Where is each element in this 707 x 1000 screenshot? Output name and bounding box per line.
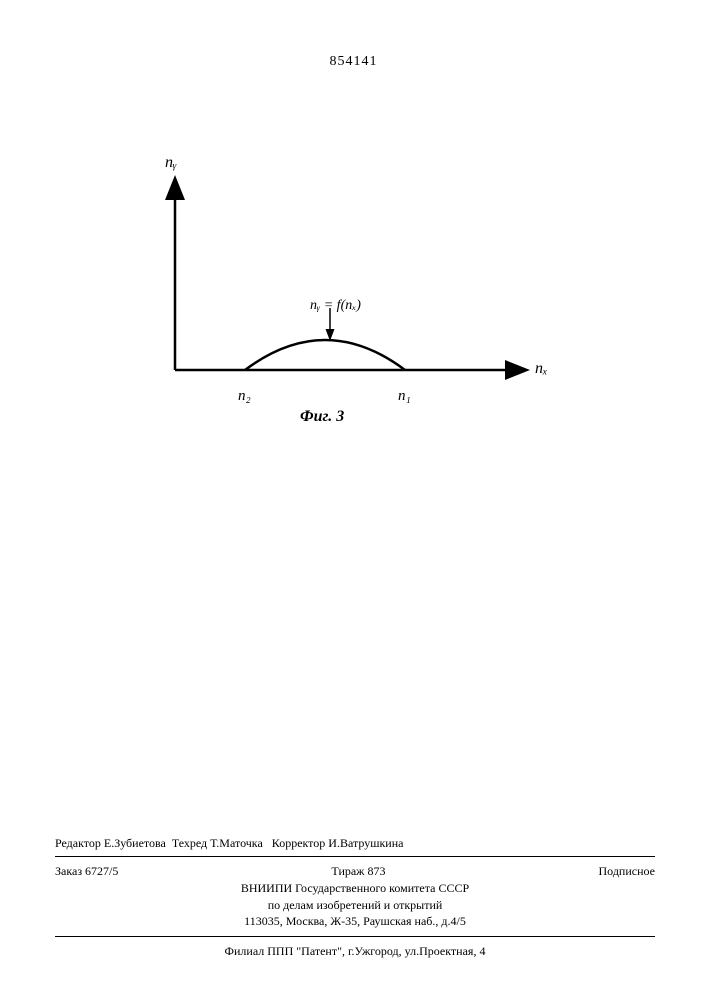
x-tick-n1: n₁: [398, 388, 411, 405]
figure-3-chart: nᵧ nₓ n₂ n₁ nᵧ = f(nₓ) Фиг. 3: [135, 160, 555, 420]
print-run: Тираж 873: [331, 863, 385, 880]
order-block: Заказ 6727/5 Тираж 873 Подписное ВНИИПИ …: [55, 863, 655, 930]
filial-line: Филиал ППП "Патент", г.Ужгород, ул.Проек…: [55, 943, 655, 960]
org-line-1: ВНИИПИ Государственного комитета СССР: [55, 880, 655, 897]
org-line-2: по делам изобретений и открытий: [55, 897, 655, 914]
figure-caption: Фиг. 3: [300, 408, 344, 426]
chart-svg: [135, 160, 555, 420]
techred-role: Техред: [172, 836, 207, 850]
footer-divider: [55, 936, 655, 937]
order-number: Заказ 6727/5: [55, 863, 118, 880]
curve-equation-label: nᵧ = f(nₓ): [310, 298, 361, 314]
patent-number: 854141: [0, 54, 707, 70]
editor-role: Редактор: [55, 836, 101, 850]
imprint-footer: Редактор Е.Зубиетова Техред Т.Маточка Ко…: [55, 835, 655, 960]
corrector-role: Корректор: [272, 836, 326, 850]
curve: [245, 340, 405, 370]
x-axis-label: nₓ: [535, 360, 548, 378]
editors-line: Редактор Е.Зубиетова Техред Т.Маточка Ко…: [55, 835, 655, 857]
x-tick-n2: n₂: [238, 388, 251, 405]
subscription: Подписное: [599, 863, 656, 880]
y-axis-label: nᵧ: [165, 154, 177, 172]
corrector-name: И.Ватрушкина: [328, 836, 403, 850]
techred-name: Т.Маточка: [210, 836, 263, 850]
editor-name: Е.Зубиетова: [104, 836, 166, 850]
address-line: 113035, Москва, Ж-35, Раушская наб., д.4…: [55, 913, 655, 930]
